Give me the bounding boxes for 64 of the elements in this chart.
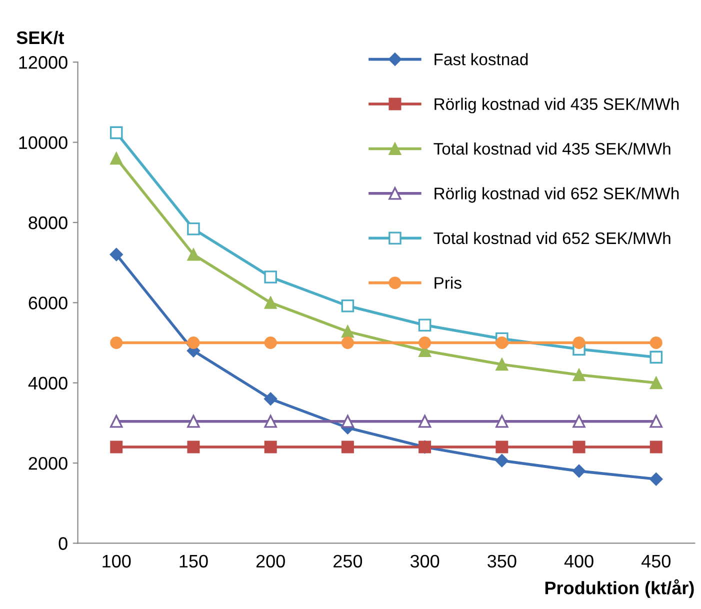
point — [341, 336, 354, 350]
x-tick-label: 400 — [564, 554, 594, 568]
point — [650, 350, 663, 364]
point — [187, 414, 200, 428]
x-tick-label: 300 — [410, 554, 440, 568]
point — [341, 325, 354, 338]
point — [264, 392, 278, 406]
x-tick-label: 350 — [488, 554, 516, 568]
point — [110, 414, 123, 428]
point — [572, 464, 586, 478]
point — [650, 472, 663, 486]
x-axis-title: Produktion (kt/år) — [545, 579, 694, 598]
point — [341, 414, 354, 428]
x-tick-label: 200 — [256, 554, 285, 568]
point — [264, 414, 277, 428]
point — [418, 414, 432, 428]
point — [496, 414, 508, 428]
point — [264, 296, 277, 309]
point — [264, 336, 277, 350]
point — [496, 440, 508, 454]
legend-label: Total kostnad vid 652 SEK/MWh — [434, 232, 670, 244]
y-tick-label: 2000 — [28, 456, 68, 470]
point — [187, 440, 200, 454]
point — [650, 376, 662, 390]
point — [187, 222, 200, 236]
point — [650, 414, 663, 428]
legend-label: Total kostnad vid 435 SEK/MWh — [434, 142, 670, 155]
point — [110, 152, 123, 165]
point — [341, 440, 354, 454]
point — [187, 336, 200, 350]
point — [572, 368, 586, 382]
legend-label: Rörlig kostnad vid 652 SEK/MWh — [434, 187, 679, 203]
point — [110, 126, 123, 140]
point — [496, 336, 508, 350]
legend-label: Rörlig kostnad vid 435 SEK/MWh — [434, 98, 679, 114]
point — [495, 454, 509, 468]
y-tick-label: 4000 — [28, 376, 68, 390]
point — [418, 318, 432, 332]
point — [187, 248, 200, 261]
point — [650, 440, 662, 454]
point — [572, 336, 586, 350]
x-tick-label: 100 — [102, 554, 131, 568]
point — [110, 440, 123, 454]
point — [572, 440, 586, 454]
y-tick-label: 12000 — [19, 56, 68, 69]
y-tick-label: 6000 — [28, 296, 68, 310]
point — [418, 336, 432, 350]
x-tick-label: 250 — [334, 554, 362, 568]
point — [650, 336, 662, 350]
y-tick-label: 10000 — [19, 136, 68, 150]
y-axis-title: SEK/t — [16, 30, 64, 44]
point — [264, 270, 277, 284]
point — [496, 358, 508, 371]
point — [341, 299, 354, 312]
point — [110, 248, 123, 262]
point — [110, 336, 123, 350]
legend-label: Pris — [434, 276, 462, 289]
point — [572, 414, 586, 428]
y-tick-label: 0 — [58, 537, 68, 550]
y-tick-label: 8000 — [28, 216, 68, 230]
legend-label: Fast kostnad — [434, 53, 528, 66]
x-tick-label: 450 — [641, 554, 670, 568]
x-tick-label: 150 — [180, 554, 208, 568]
point — [264, 440, 277, 454]
